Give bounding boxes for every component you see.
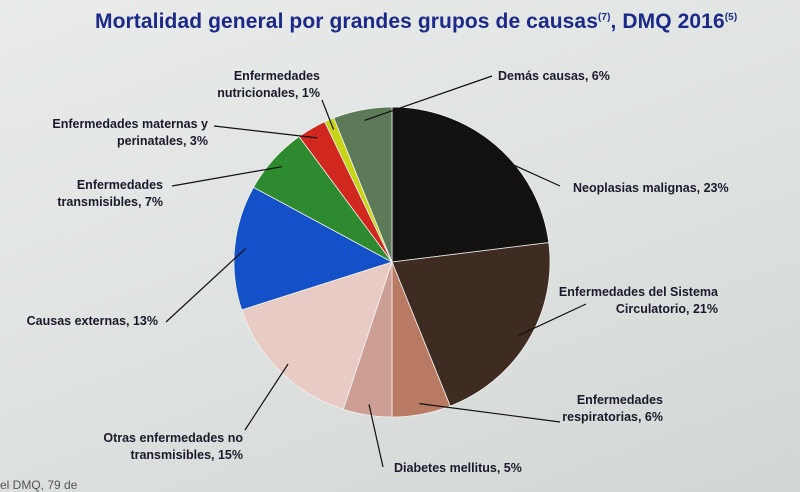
- pie-slice-1: [391, 106, 550, 263]
- leader-line-10: [364, 75, 493, 121]
- leader-line-9: [321, 99, 335, 130]
- slice-label-3: Enfermedades respiratorias, 6%: [562, 393, 663, 424]
- slice-label-1: Neoplasias malignas, 23%: [573, 181, 729, 195]
- pie-slice-2: [391, 242, 551, 407]
- leader-line-1: [488, 153, 561, 187]
- slice-label-9: Enfermedades nutricionales, 1%: [217, 69, 320, 100]
- leader-line-3: [419, 403, 561, 423]
- slice-label-6: Causas externas, 13%: [27, 314, 158, 328]
- leader-line-6: [165, 247, 247, 323]
- slice-label-2: Enfermedades del Sistema Circulatorio, 21…: [559, 285, 719, 316]
- slice-label-10: Demás causas, 6%: [498, 69, 610, 83]
- slice-label-4: Diabetes mellitus, 5%: [394, 461, 522, 475]
- slice-label-7: Enfermedades transmisibles, 7%: [57, 178, 163, 209]
- footer-text: el DMQ, 79 de: [0, 478, 78, 492]
- slice-label-8: Enfermedades maternas y perinatales, 3%: [52, 117, 208, 148]
- slice-label-5: Otras enfermedades no transmisibles, 15%: [103, 431, 243, 462]
- pie-slice-10: [333, 106, 393, 263]
- pie-slice-6: [233, 186, 394, 311]
- leader-line-4: [368, 404, 384, 468]
- chart-title: Mortalidad general por grandes grupos de…: [95, 10, 738, 33]
- leader-line-7: [171, 166, 282, 187]
- leader-line-8: [213, 125, 318, 139]
- leader-line-2: [518, 303, 587, 336]
- pie-slice-5: [241, 261, 393, 410]
- leader-line-5: [244, 363, 289, 431]
